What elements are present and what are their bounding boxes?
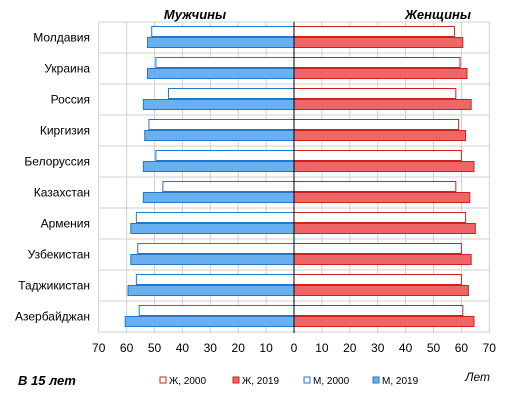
legend-swatch — [159, 376, 167, 384]
bar — [293, 254, 472, 265]
x-tick-label: 10 — [315, 341, 329, 355]
bar — [293, 119, 460, 130]
legend-swatch — [303, 376, 311, 384]
bar — [167, 88, 295, 99]
category-label: Молдавия — [33, 31, 90, 45]
bar — [142, 161, 295, 172]
bar — [148, 119, 295, 130]
bar — [293, 26, 455, 37]
bar — [124, 316, 295, 327]
x-tick-label: 40 — [399, 341, 413, 355]
bar — [293, 316, 475, 327]
bars — [124, 26, 476, 327]
x-tick-labels: 70 60 50 40 30 20 10 0 10 20 30 40 50 60 70 — [92, 341, 496, 355]
bar — [162, 181, 295, 192]
legend: Ж, 2000 Ж, 2019 М, 2000 М, 2019 — [159, 376, 419, 387]
category-label: Белоруссия — [24, 155, 90, 169]
bar — [147, 68, 295, 79]
legend-label: Ж, 2019 — [242, 376, 279, 387]
bar — [293, 150, 462, 161]
bar — [293, 57, 461, 68]
bar — [293, 37, 464, 48]
category-label: Украина — [44, 62, 90, 76]
category-label: Таджикистан — [18, 279, 90, 293]
bar — [130, 223, 295, 234]
category-label: Армения — [41, 217, 90, 231]
bar — [293, 305, 464, 316]
x-tick-label: 70 — [483, 341, 497, 355]
x-tick-label: 70 — [92, 341, 106, 355]
x-tick-label: 40 — [176, 341, 190, 355]
category-label: Узбекистан — [28, 248, 90, 262]
x-tick-label: 30 — [371, 341, 385, 355]
bar — [144, 130, 295, 141]
category-labels: Молдавия Украина Россия Киргизия Белоруссия К… — [15, 31, 90, 324]
bar — [138, 305, 295, 316]
x-tick-label: 30 — [204, 341, 218, 355]
x-tick-label: 10 — [259, 341, 273, 355]
bar — [293, 68, 468, 79]
bar — [293, 88, 457, 99]
legend-swatch — [232, 376, 240, 384]
bar — [127, 285, 295, 296]
panel-label-women: Женщины — [404, 7, 471, 22]
x-tick-label: 20 — [232, 341, 246, 355]
x-tick-label: 60 — [120, 341, 134, 355]
x-tick-label: 0 — [291, 341, 298, 355]
x-tick-label: 50 — [148, 341, 162, 355]
legend-swatch — [372, 376, 380, 384]
bar — [293, 99, 472, 110]
note-years: Лет — [464, 370, 490, 384]
x-tick-label: 20 — [343, 341, 357, 355]
bar — [293, 181, 457, 192]
bar — [135, 212, 295, 223]
bar — [293, 161, 475, 172]
bar — [135, 274, 295, 285]
legend-label: М, 2019 — [382, 376, 419, 387]
bar — [155, 150, 295, 161]
panel-label-men: Мужчины — [164, 7, 226, 22]
bar — [130, 254, 295, 265]
bar — [137, 243, 295, 254]
category-label: Киргизия — [40, 124, 90, 138]
bar — [151, 26, 295, 37]
legend-label: Ж, 2000 — [169, 376, 206, 387]
legend-label: М, 2000 — [313, 376, 350, 387]
category-label: Россия — [51, 93, 90, 107]
bar — [293, 285, 469, 296]
bar — [293, 212, 467, 223]
category-label: Азербайджан — [15, 310, 90, 324]
bar — [147, 37, 295, 48]
bar — [293, 192, 471, 203]
bar — [142, 192, 295, 203]
note-age-15: В 15 лет — [18, 373, 76, 388]
category-label: Казахстан — [34, 186, 90, 200]
x-tick-label: 50 — [427, 341, 441, 355]
bar — [293, 243, 462, 254]
bar — [155, 57, 295, 68]
x-tick-label: 60 — [455, 341, 469, 355]
bar — [293, 274, 462, 285]
bar — [142, 99, 295, 110]
bar — [293, 130, 467, 141]
bar — [293, 223, 476, 234]
